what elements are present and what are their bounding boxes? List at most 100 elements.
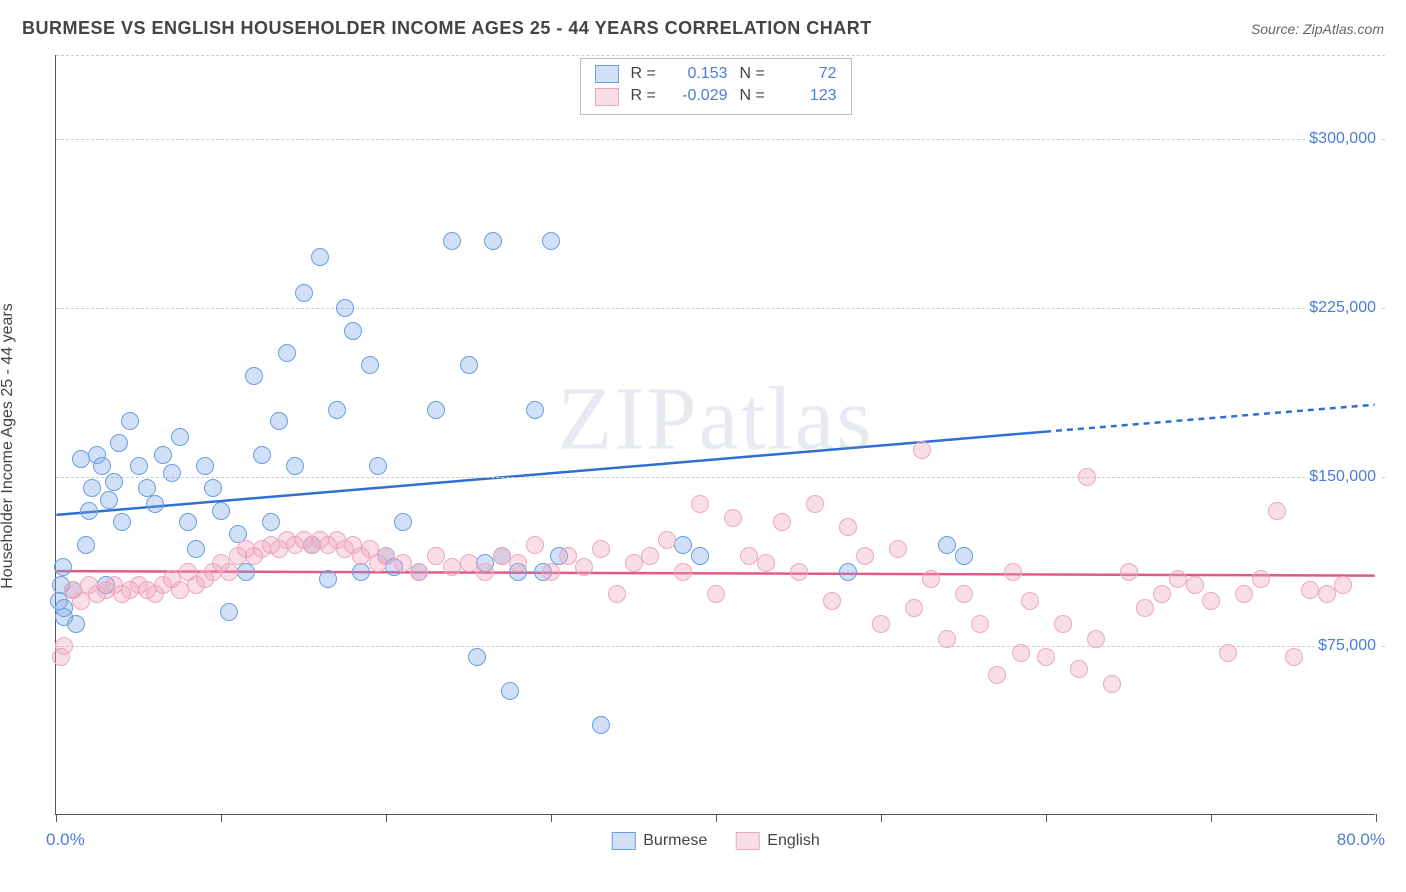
- data-point-english: [493, 547, 511, 565]
- data-point-english: [460, 554, 478, 572]
- title-bar: BURMESE VS ENGLISH HOUSEHOLDER INCOME AG…: [22, 18, 1384, 39]
- data-point-english: [559, 547, 577, 565]
- r-label: R =: [631, 85, 661, 107]
- swatch-burmese: [611, 832, 635, 850]
- data-point-burmese: [55, 599, 73, 617]
- gridline: [56, 646, 1385, 647]
- data-point-burmese: [80, 502, 98, 520]
- data-point-english: [955, 585, 973, 603]
- data-point-english: [1202, 592, 1220, 610]
- gridline: [56, 477, 1385, 478]
- data-point-english: [707, 585, 725, 603]
- data-point-burmese: [154, 446, 172, 464]
- gridline: [56, 55, 1385, 56]
- data-point-burmese: [295, 284, 313, 302]
- y-tick-label: $75,000: [1314, 637, 1380, 655]
- data-point-english: [608, 585, 626, 603]
- data-point-burmese: [72, 450, 90, 468]
- trend-lines: [56, 55, 1375, 814]
- data-point-english: [806, 495, 824, 513]
- data-point-english: [1318, 585, 1336, 603]
- gridline: [56, 308, 1385, 309]
- x-tick: [716, 814, 717, 822]
- x-tick: [386, 814, 387, 822]
- data-point-english: [1169, 570, 1187, 588]
- source-label: Source: ZipAtlas.com: [1251, 21, 1384, 37]
- data-point-burmese: [121, 412, 139, 430]
- data-point-english: [658, 531, 676, 549]
- x-tick: [1376, 814, 1377, 822]
- data-point-english: [938, 630, 956, 648]
- data-point-burmese: [484, 232, 502, 250]
- legend-series: Burmese English: [611, 832, 820, 850]
- data-point-burmese: [369, 457, 387, 475]
- swatch-burmese: [595, 65, 619, 83]
- data-point-burmese: [278, 344, 296, 362]
- data-point-english: [773, 513, 791, 531]
- data-point-english: [1186, 576, 1204, 594]
- x-tick: [551, 814, 552, 822]
- data-point-burmese: [237, 563, 255, 581]
- data-point-english: [872, 615, 890, 633]
- data-point-burmese: [427, 401, 445, 419]
- data-point-burmese: [286, 457, 304, 475]
- data-point-english: [1219, 644, 1237, 662]
- data-point-english: [674, 563, 692, 581]
- x-tick: [56, 814, 57, 822]
- data-point-english: [790, 563, 808, 581]
- data-point-english: [1285, 648, 1303, 666]
- data-point-english: [839, 518, 857, 536]
- n-value-burmese: 72: [782, 63, 837, 85]
- data-point-burmese: [328, 401, 346, 419]
- data-point-english: [1334, 576, 1352, 594]
- data-point-english: [1004, 563, 1022, 581]
- chart-title: BURMESE VS ENGLISH HOUSEHOLDER INCOME AG…: [22, 18, 872, 39]
- data-point-burmese: [443, 232, 461, 250]
- data-point-burmese: [542, 232, 560, 250]
- data-point-english: [1268, 502, 1286, 520]
- data-point-burmese: [262, 513, 280, 531]
- data-point-burmese: [245, 367, 263, 385]
- x-tick: [881, 814, 882, 822]
- data-point-burmese: [100, 491, 118, 509]
- data-point-english: [1070, 660, 1088, 678]
- data-point-english: [1021, 592, 1039, 610]
- data-point-burmese: [163, 464, 181, 482]
- data-point-english: [394, 554, 412, 572]
- data-point-english: [889, 540, 907, 558]
- data-point-burmese: [344, 322, 362, 340]
- data-point-english: [476, 563, 494, 581]
- x-tick: [221, 814, 222, 822]
- n-value-english: 123: [782, 85, 837, 107]
- x-tick: [1046, 814, 1047, 822]
- data-point-burmese: [460, 356, 478, 374]
- data-point-english: [1136, 599, 1154, 617]
- legend-item-burmese: Burmese: [611, 832, 707, 850]
- data-point-burmese: [220, 603, 238, 621]
- data-point-burmese: [196, 457, 214, 475]
- data-point-burmese: [67, 615, 85, 633]
- y-tick-label: $225,000: [1305, 299, 1380, 317]
- n-label: N =: [740, 63, 770, 85]
- legend-stats: R = 0.153 N = 72 R = -0.029 N = 123: [580, 58, 852, 115]
- data-point-english: [988, 666, 1006, 684]
- data-point-english: [971, 615, 989, 633]
- data-point-burmese: [394, 513, 412, 531]
- data-point-burmese: [674, 536, 692, 554]
- data-point-english: [856, 547, 874, 565]
- data-point-burmese: [93, 457, 111, 475]
- data-point-burmese: [468, 648, 486, 666]
- data-point-english: [72, 592, 90, 610]
- data-point-english: [740, 547, 758, 565]
- data-point-english: [410, 563, 428, 581]
- data-point-burmese: [130, 457, 148, 475]
- swatch-english: [595, 88, 619, 106]
- data-point-english: [1103, 675, 1121, 693]
- data-point-burmese: [352, 563, 370, 581]
- data-point-english: [823, 592, 841, 610]
- data-point-english: [905, 599, 923, 617]
- r-label: R =: [631, 63, 661, 85]
- legend-row-burmese: R = 0.153 N = 72: [595, 63, 837, 85]
- data-point-burmese: [955, 547, 973, 565]
- data-point-english: [1054, 615, 1072, 633]
